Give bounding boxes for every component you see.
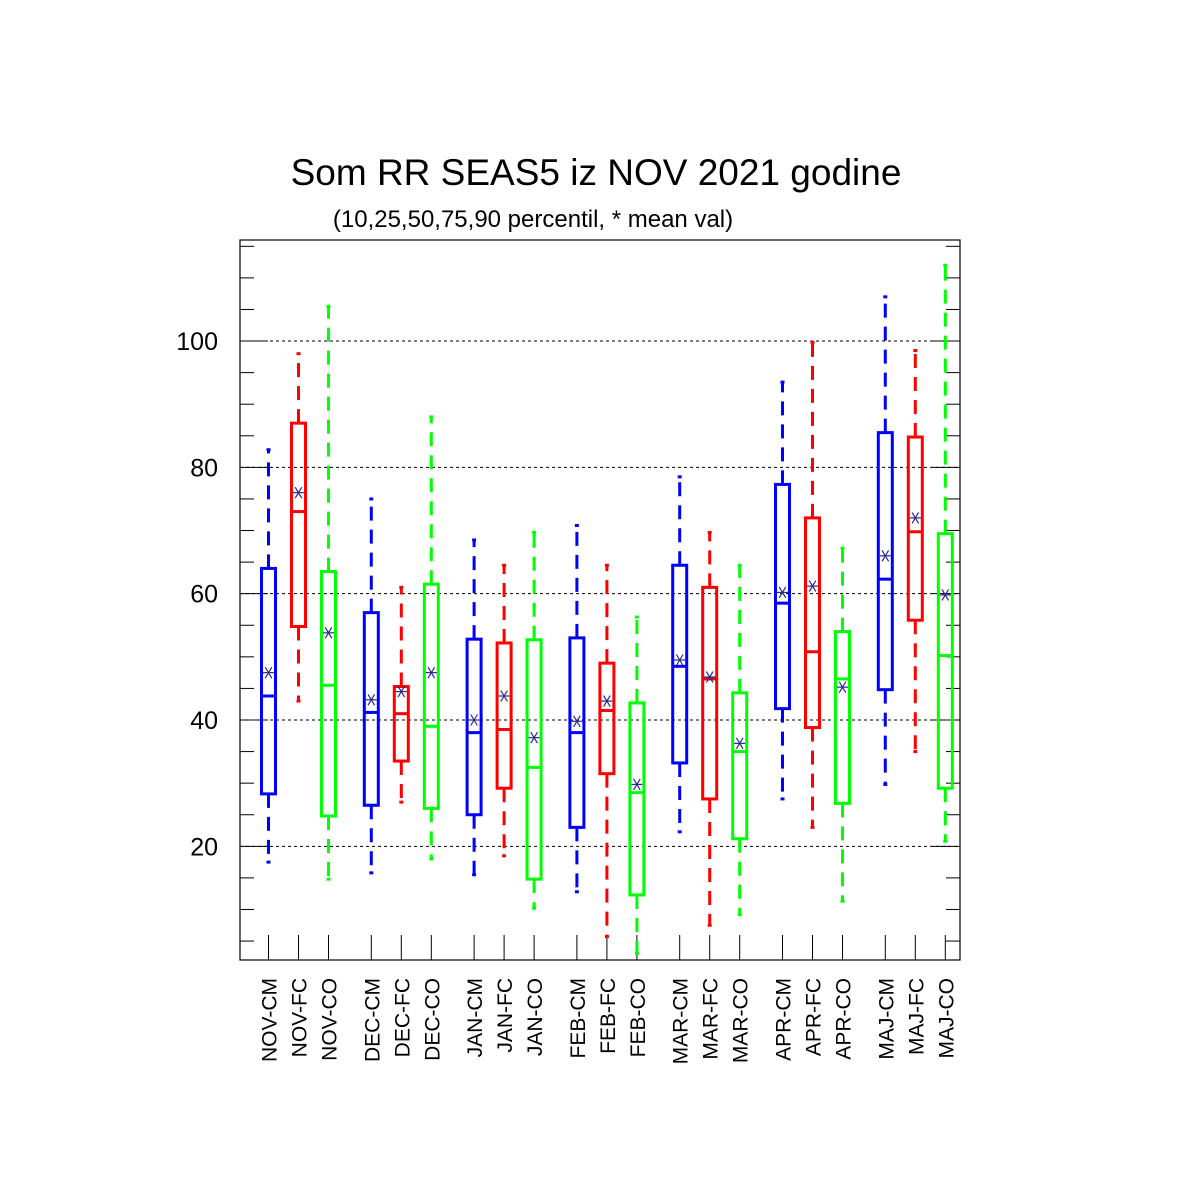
x-tick-label: DEC-CO xyxy=(421,978,444,1061)
box-mar-fc xyxy=(701,585,719,801)
y-tick-label: 80 xyxy=(190,454,218,482)
box-dec-cm xyxy=(362,611,380,807)
mean-marker xyxy=(294,486,303,499)
x-tick-label: APR-CO xyxy=(833,978,856,1060)
y-tick-label: 20 xyxy=(190,833,218,861)
x-tick-label: MAJ-FC xyxy=(905,978,928,1055)
box-jan-cm xyxy=(465,637,483,817)
mean-marker xyxy=(735,737,744,750)
box-maj-fc xyxy=(906,435,924,622)
x-tick-label: DEC-CM xyxy=(361,978,384,1062)
plot-frame xyxy=(239,239,961,961)
mean-marker xyxy=(470,714,478,726)
x-tick-label: FEB-CM xyxy=(567,978,590,1059)
x-tick-label: MAR-CM xyxy=(670,978,693,1064)
x-tick-label: NOV-FC xyxy=(289,978,312,1057)
mean-marker xyxy=(808,580,817,592)
box-feb-fc xyxy=(598,661,616,776)
mean-marker xyxy=(530,731,538,744)
mean-marker xyxy=(397,685,406,698)
y-tick-label: 60 xyxy=(190,581,218,609)
mean-marker xyxy=(941,589,950,601)
box-nov-fc xyxy=(290,421,307,629)
x-tick-label: MAJ-CM xyxy=(875,978,898,1060)
x-tick-label: APR-CM xyxy=(773,978,796,1061)
chart-title: Som RR SEAS5 iz NOV 2021 godine xyxy=(291,152,902,193)
mean-marker xyxy=(633,778,641,791)
mean-marker xyxy=(838,681,847,693)
x-tick-label: FEB-FC xyxy=(597,978,620,1054)
x-tick-label: JAN-CM xyxy=(464,978,487,1057)
mean-marker xyxy=(705,671,714,683)
x-tick-label: JAN-FC xyxy=(494,978,517,1053)
x-tick-label: DEC-FC xyxy=(391,978,414,1057)
box-jan-co xyxy=(525,638,543,881)
box-feb-co xyxy=(628,701,646,897)
mean-marker xyxy=(324,627,333,639)
mean-marker xyxy=(778,586,787,599)
box-jan-fc xyxy=(495,641,513,790)
x-tick-label: MAR-FC xyxy=(700,978,723,1060)
mean-marker xyxy=(264,666,273,679)
box-mar-co xyxy=(731,691,749,841)
mean-marker xyxy=(603,695,611,707)
box-maj-co xyxy=(936,532,954,790)
plot-area: 20 40 60 80 100 NOV-CM NOV-FC NOV-CO DEC-CM DEC-F… xyxy=(176,239,961,1064)
box-apr-cm xyxy=(774,482,791,711)
x-tick-label: JAN-CO xyxy=(524,978,547,1056)
x-tick-label: MAJ-CO xyxy=(935,978,958,1058)
y-tick-label: 40 xyxy=(190,707,218,735)
x-tick-label: NOV-CM xyxy=(259,978,282,1062)
x-tick-label: NOV-CO xyxy=(319,978,342,1061)
box-mar-cm xyxy=(671,563,689,765)
mean-marker xyxy=(500,690,508,702)
mean-marker xyxy=(573,715,581,728)
box-dec-co xyxy=(422,582,440,810)
chart-subtitle: (10,25,50,75,90 percentil, * mean val) xyxy=(333,206,733,233)
box-maj-cm xyxy=(876,431,894,692)
y-tick-label: 100 xyxy=(176,328,218,356)
x-tick-label: FEB-CO xyxy=(627,978,650,1057)
box-apr-fc xyxy=(804,516,821,730)
mean-marker xyxy=(367,693,376,706)
box-dec-fc xyxy=(392,685,410,763)
box-apr-co xyxy=(834,630,851,805)
mean-marker xyxy=(911,512,920,524)
mean-marker xyxy=(881,549,890,562)
mean-marker xyxy=(427,666,436,679)
box-nov-co xyxy=(320,570,337,818)
x-tick-label: MAR-CO xyxy=(730,978,753,1063)
box-nov-cm xyxy=(260,566,277,796)
mean-marker xyxy=(675,654,684,666)
x-tick-label: APR-FC xyxy=(803,978,826,1056)
